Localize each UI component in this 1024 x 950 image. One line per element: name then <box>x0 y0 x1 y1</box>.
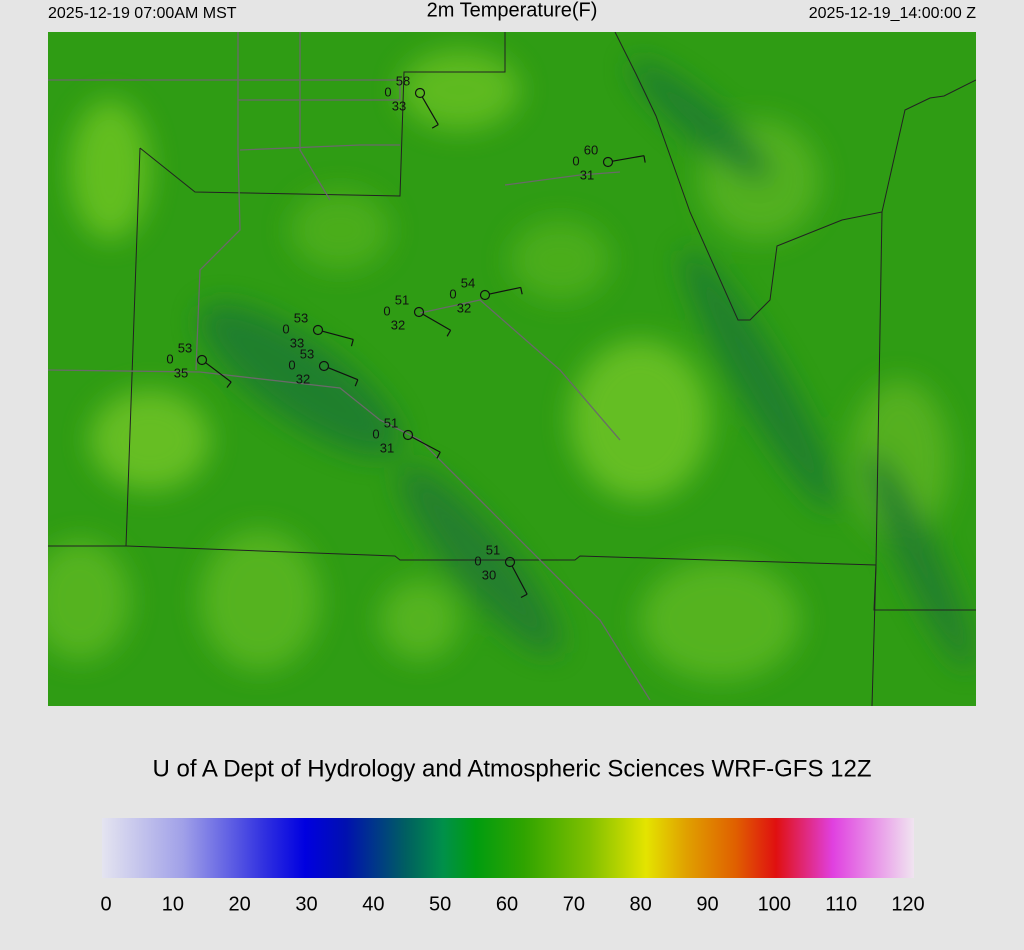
colorbar <box>102 818 914 878</box>
wind-barb-flag <box>350 339 354 347</box>
header-title: 2m Temperature(F) <box>427 0 598 21</box>
colorbar-tick-label: 80 <box>630 893 652 915</box>
colorbar-tick-label: 90 <box>696 893 718 915</box>
wind-barb-flag <box>436 451 441 459</box>
station-dewpoint: 31 <box>380 440 394 455</box>
station-temperature: 51 <box>395 292 409 307</box>
wind-barb <box>511 565 528 595</box>
station-temperature: 58 <box>396 73 410 88</box>
station-wind: 0 <box>384 84 391 99</box>
station-temperature: 53 <box>294 310 308 325</box>
colorbar-tick-label: 0 <box>100 893 111 915</box>
station-marker <box>318 360 330 372</box>
station-dewpoint: 32 <box>457 300 471 315</box>
station-marker <box>479 289 491 301</box>
station-wind: 0 <box>166 351 173 366</box>
station-marker <box>196 354 208 366</box>
station-dewpoint: 31 <box>580 167 594 182</box>
wind-barb-flag <box>643 155 646 163</box>
wind-barb-flag <box>520 287 523 295</box>
station-temperature: 53 <box>300 346 314 361</box>
station-dewpoint: 33 <box>392 98 406 113</box>
wind-barb <box>322 330 354 341</box>
header-right: 2025-12-19_14:00:00 Z <box>809 5 976 22</box>
wind-barb <box>205 362 232 383</box>
wind-barb-flag <box>520 593 528 599</box>
station-marker <box>312 324 324 336</box>
station-dewpoint: 33 <box>290 335 304 350</box>
colorbar-tick-label: 110 <box>825 893 857 915</box>
wind-barb <box>421 96 439 125</box>
colorbar-tick-label: 30 <box>295 893 317 915</box>
wind-barb <box>612 155 645 162</box>
station-wind: 0 <box>372 426 379 441</box>
station-marker <box>402 429 414 441</box>
station-temperature: 60 <box>584 142 598 157</box>
colorbar-tick-label: 120 <box>891 893 924 915</box>
station-dewpoint: 32 <box>296 371 310 386</box>
station-wind: 0 <box>572 153 579 168</box>
colorbar-tick-label: 10 <box>162 893 184 915</box>
wind-barb <box>327 367 359 381</box>
station-marker <box>414 87 426 99</box>
colorbar-tick-label: 60 <box>496 893 518 915</box>
colorbar-tick-label: 100 <box>758 893 791 915</box>
station-marker <box>504 556 516 568</box>
wind-barb-flag <box>446 329 452 337</box>
wind-barb <box>422 313 451 331</box>
wind-barb-flag <box>226 381 232 388</box>
station-dewpoint: 32 <box>391 317 405 332</box>
header-left: 2025-12-19 07:00AM MST <box>48 5 237 22</box>
station-dewpoint: 30 <box>482 567 496 582</box>
station-temperature: 54 <box>461 275 475 290</box>
wind-barb-flag <box>431 124 439 129</box>
wind-barb-flag <box>354 379 359 387</box>
station-marker <box>413 306 425 318</box>
station-marker <box>602 156 614 168</box>
wind-barb <box>489 286 521 295</box>
station-temperature: 51 <box>486 542 500 557</box>
map <box>48 32 976 706</box>
station-temperature: 51 <box>384 415 398 430</box>
station-wind: 0 <box>383 303 390 318</box>
station-wind: 0 <box>474 553 481 568</box>
colorbar-tick-label: 20 <box>229 893 251 915</box>
station-wind: 0 <box>449 286 456 301</box>
colorbar-tick-label: 70 <box>563 893 585 915</box>
station-wind: 0 <box>282 321 289 336</box>
station-temperature: 53 <box>178 340 192 355</box>
colorbar-tick-label: 50 <box>429 893 451 915</box>
station-wind: 0 <box>288 357 295 372</box>
footer-credit: U of A Dept of Hydrology and Atmospheric… <box>153 755 872 782</box>
colorbar-tick-label: 40 <box>362 893 384 915</box>
station-dewpoint: 35 <box>174 365 188 380</box>
wind-barb <box>411 436 441 453</box>
